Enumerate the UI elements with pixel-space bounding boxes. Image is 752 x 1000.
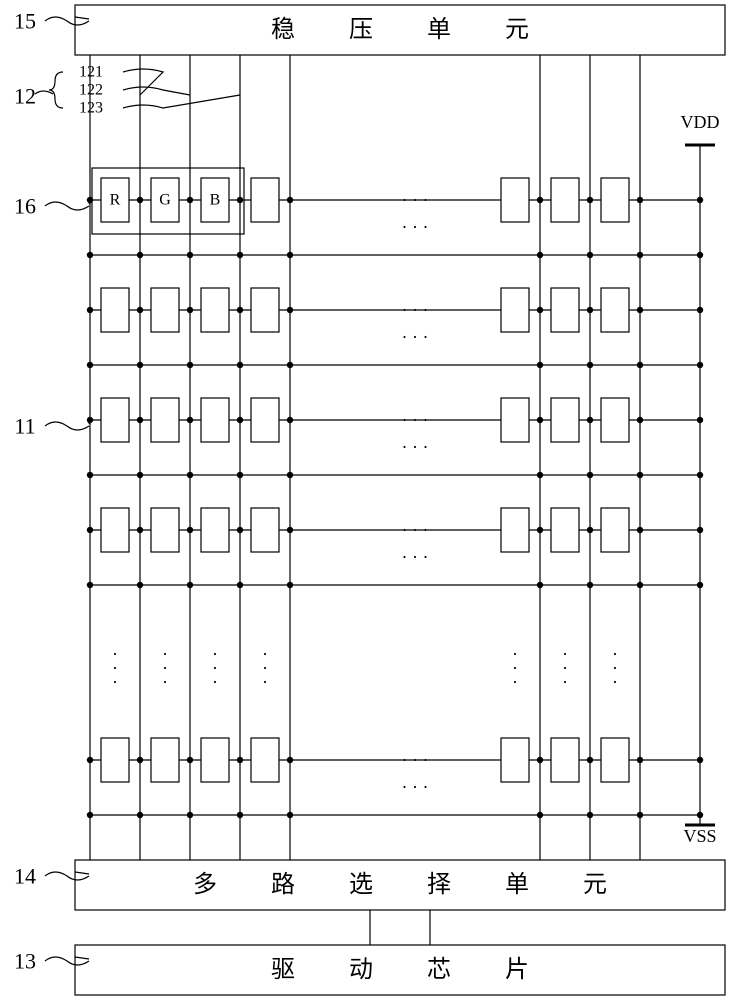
- pixel-cell: [501, 178, 529, 222]
- h-ellipsis: · · ·: [402, 750, 429, 770]
- vdd-label: VDD: [681, 112, 720, 132]
- pixel-cell: [551, 288, 579, 332]
- svg-text:·: ·: [562, 672, 568, 692]
- pixel-cell: [601, 738, 629, 782]
- pixel-label: B: [210, 192, 221, 209]
- pixel-cell: [201, 738, 229, 782]
- pixel-cell: [601, 178, 629, 222]
- pixel-cell: [101, 738, 129, 782]
- pixel-cell: [201, 288, 229, 332]
- pixel-cell: [551, 398, 579, 442]
- h-ellipsis: · · ·: [402, 300, 429, 320]
- driver_block-label: 驱 动 芯 片: [271, 956, 553, 983]
- vss-label: VSS: [683, 826, 716, 846]
- pixel-cell: [201, 508, 229, 552]
- h-ellipsis: · · ·: [402, 520, 429, 540]
- mux_block-label: 多 路 选 择 单 元: [193, 871, 631, 898]
- pixel-cell: [501, 398, 529, 442]
- svg-text:·: ·: [212, 672, 218, 692]
- svg-text:· · ·: · · ·: [402, 217, 429, 237]
- pixel-cell: [151, 508, 179, 552]
- ref-16: 16: [14, 194, 36, 219]
- pixel-cell: [601, 508, 629, 552]
- pixel-cell: [101, 398, 129, 442]
- pixel-cell: [151, 738, 179, 782]
- pixel-cell: [151, 288, 179, 332]
- pixel-cell: [101, 508, 129, 552]
- ref-12: 12: [14, 84, 36, 109]
- pixel-cell: [251, 178, 279, 222]
- ref-11: 11: [14, 414, 35, 439]
- svg-text:· · ·: · · ·: [402, 777, 429, 797]
- pixel-cell: [551, 738, 579, 782]
- pixel-cell: [551, 178, 579, 222]
- pixel-cell: [251, 738, 279, 782]
- pixel-cell: [551, 508, 579, 552]
- svg-text:·: ·: [612, 672, 618, 692]
- pixel-label: G: [159, 192, 171, 209]
- pixel-cell: [101, 288, 129, 332]
- svg-text:·: ·: [162, 672, 168, 692]
- ref-121: 121: [79, 64, 103, 81]
- ref-13: 13: [14, 949, 36, 974]
- ref-123: 123: [79, 100, 103, 117]
- pixel-cell: [251, 508, 279, 552]
- pixel-label: R: [110, 192, 121, 209]
- pixel-cell: [501, 288, 529, 332]
- ref-122: 122: [79, 82, 103, 99]
- svg-text:· · ·: · · ·: [402, 437, 429, 457]
- h-ellipsis: · · ·: [402, 190, 429, 210]
- ref-15: 15: [14, 9, 36, 34]
- svg-text:·: ·: [512, 672, 518, 692]
- svg-text:· · ·: · · ·: [402, 547, 429, 567]
- pixel-cell: [201, 398, 229, 442]
- pixel-cell: [251, 398, 279, 442]
- top_block-label: 稳 压 单 元: [271, 16, 553, 43]
- pixel-cell: [601, 398, 629, 442]
- svg-text:·: ·: [112, 672, 118, 692]
- pixel-cell: [501, 508, 529, 552]
- svg-text:· · ·: · · ·: [402, 327, 429, 347]
- pixel-cell: [151, 398, 179, 442]
- pixel-cell: [501, 738, 529, 782]
- svg-text:·: ·: [262, 672, 268, 692]
- h-ellipsis: · · ·: [402, 410, 429, 430]
- ref-14: 14: [14, 864, 36, 889]
- pixel-cell: [601, 288, 629, 332]
- pixel-cell: [251, 288, 279, 332]
